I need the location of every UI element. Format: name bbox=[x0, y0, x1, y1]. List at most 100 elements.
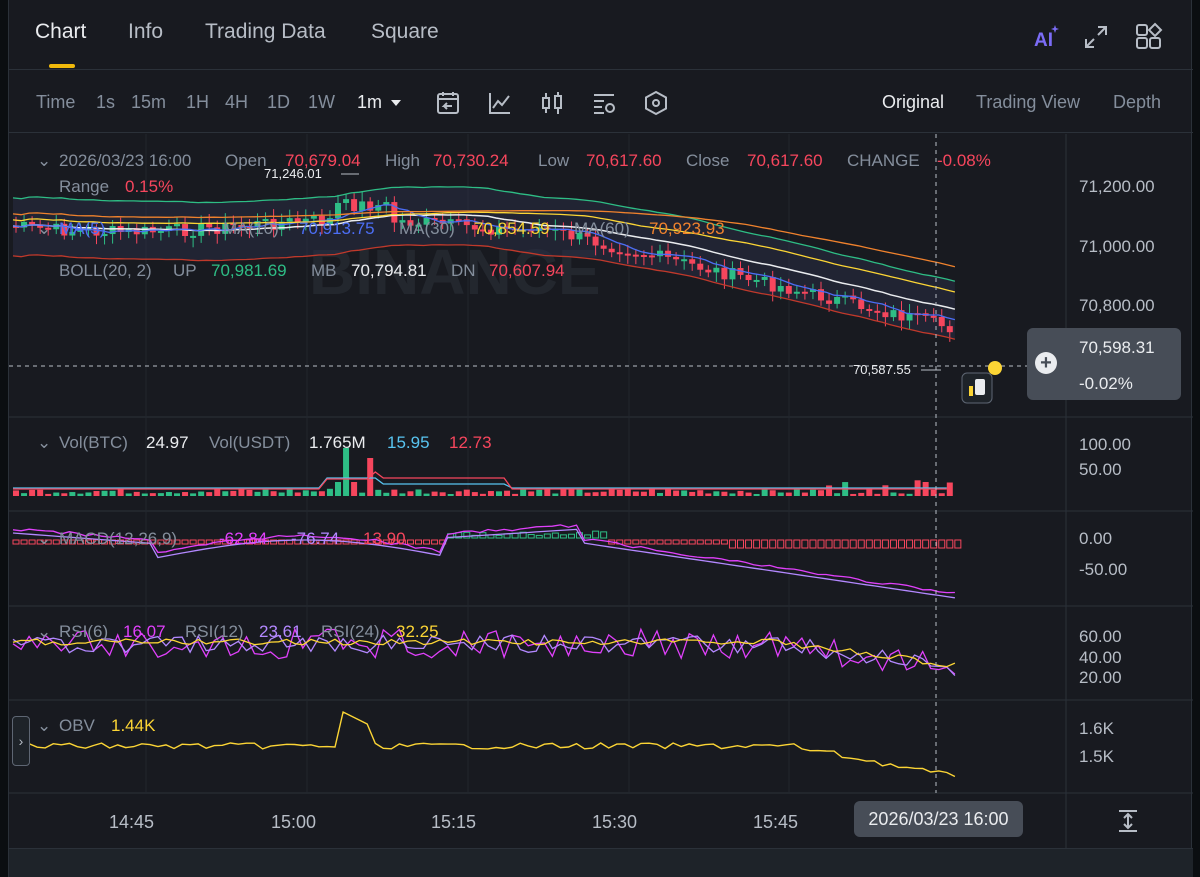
candle-body bbox=[640, 254, 647, 257]
volume-bar bbox=[890, 492, 897, 496]
candle-body bbox=[69, 231, 76, 236]
grid-apps-icon[interactable] bbox=[1133, 22, 1163, 52]
macd-histogram-bar bbox=[334, 539, 342, 545]
volume-bar bbox=[149, 493, 156, 496]
volume-bar bbox=[536, 489, 543, 496]
volume-bar bbox=[737, 490, 744, 496]
timeframe-time[interactable]: Time bbox=[36, 92, 76, 112]
macd-histogram-bar bbox=[712, 539, 720, 545]
svg-text:⌄: ⌄ bbox=[37, 716, 51, 735]
macd-histogram-bar bbox=[696, 539, 704, 545]
volume-bar bbox=[640, 491, 647, 496]
volume-bar bbox=[729, 493, 736, 496]
candle-body bbox=[415, 224, 422, 227]
volume-bar bbox=[431, 491, 438, 496]
candle-body bbox=[262, 218, 269, 222]
indicator-line-icon[interactable] bbox=[486, 89, 514, 117]
svg-text:⌄: ⌄ bbox=[37, 219, 51, 238]
macd-histogram-bar bbox=[567, 533, 575, 539]
volume-bar bbox=[487, 491, 494, 496]
macd-histogram-bar bbox=[898, 539, 905, 549]
candle-body bbox=[520, 229, 527, 232]
price-tick: 70,800.00 bbox=[1079, 296, 1155, 315]
vol-ma-line bbox=[13, 477, 947, 489]
candle-body bbox=[463, 219, 470, 226]
timeframe-1h[interactable]: 1H bbox=[186, 92, 210, 112]
chart-canvas[interactable]: BINANCE 71,246.01 70,587.55 ⌄ 2026/03/23… bbox=[9, 134, 1193, 848]
crosshair-date-label: 2026/03/23 16:00 bbox=[854, 801, 1023, 837]
volume-bar bbox=[745, 492, 752, 496]
view-original[interactable]: Original bbox=[882, 92, 945, 112]
volume-bar bbox=[343, 448, 350, 496]
volume-bar bbox=[359, 492, 366, 496]
macd-histogram-bar bbox=[495, 534, 503, 539]
tab-trading-data[interactable]: Trading Data bbox=[205, 20, 326, 43]
candle-body bbox=[109, 226, 116, 235]
macd-histogram-bar bbox=[664, 539, 672, 545]
rsi12-value: 23.61 bbox=[259, 622, 302, 641]
macd-value-3: 13.90 bbox=[363, 529, 406, 548]
volume-bar bbox=[407, 491, 414, 496]
view-trading-view[interactable]: Trading View bbox=[976, 92, 1081, 112]
macd-histogram-bar bbox=[60, 539, 68, 545]
volume-bar bbox=[665, 489, 672, 496]
boll-label: BOLL(20, 2) bbox=[59, 261, 152, 280]
macd-histogram-bar bbox=[431, 539, 439, 545]
volume-bar bbox=[528, 491, 535, 496]
candle-body bbox=[455, 219, 462, 222]
volume-bar bbox=[109, 490, 116, 496]
candle-body bbox=[576, 232, 583, 240]
macd-histogram-bar bbox=[922, 539, 930, 549]
ai-icon[interactable]: AI bbox=[1031, 22, 1061, 52]
time-tick: 15:45 bbox=[753, 812, 798, 832]
volume-bar bbox=[53, 492, 60, 496]
candle-body bbox=[858, 299, 865, 310]
timeframe-4h[interactable]: 4H bbox=[225, 92, 249, 112]
candle-body bbox=[632, 254, 639, 257]
obv-value: 1.44K bbox=[111, 716, 156, 735]
current-price-box[interactable]: + 70,598.31 -0.02% bbox=[1027, 328, 1181, 400]
close-value: 70,617.60 bbox=[747, 151, 823, 170]
volume-bar bbox=[769, 490, 776, 496]
obv-tick: 1.6K bbox=[1079, 719, 1115, 738]
time-tick: 15:15 bbox=[431, 812, 476, 832]
boll-mb-value: 70,794.81 bbox=[351, 261, 427, 280]
expand-icon[interactable] bbox=[1081, 22, 1111, 52]
volume-bar bbox=[560, 488, 567, 496]
ma60-label: MA(60) bbox=[574, 219, 630, 238]
ma30-line bbox=[12, 211, 956, 293]
timeframe-1s[interactable]: 1s bbox=[96, 92, 116, 112]
candle-type-icon[interactable] bbox=[538, 89, 566, 117]
candle-body bbox=[721, 267, 728, 280]
candle-body bbox=[335, 202, 341, 219]
volume-bar bbox=[608, 488, 615, 496]
candle-body bbox=[496, 226, 502, 235]
view-depth[interactable]: Depth bbox=[1113, 92, 1162, 112]
calendar-range-icon[interactable] bbox=[434, 89, 462, 117]
candle-body bbox=[616, 252, 623, 255]
macd-histogram-bar bbox=[543, 533, 551, 539]
tab-chart[interactable]: Chart bbox=[35, 20, 87, 43]
tab-info[interactable]: Info bbox=[128, 20, 164, 43]
ohlc-date: 2026/03/23 16:00 bbox=[59, 151, 191, 170]
timeframe-15m[interactable]: 15m bbox=[131, 92, 167, 112]
volume-bar bbox=[335, 482, 341, 496]
macd-histogram-bar bbox=[640, 539, 648, 545]
timeframe-1m-selected[interactable]: 1m bbox=[357, 92, 383, 112]
timeframe-1w[interactable]: 1W bbox=[308, 92, 335, 112]
add-alert-icon[interactable]: + bbox=[1035, 352, 1057, 374]
candle-body bbox=[785, 286, 792, 294]
macd-histogram-bar bbox=[753, 539, 761, 549]
vol-ma2-line bbox=[13, 471, 947, 490]
sidebar-toggle-chevron-icon[interactable]: › bbox=[12, 716, 30, 766]
volume-bar bbox=[230, 490, 237, 496]
candle-body bbox=[222, 222, 229, 234]
candle-body bbox=[359, 201, 366, 211]
candle-body bbox=[45, 227, 52, 230]
shape-tools-icon[interactable] bbox=[642, 89, 670, 117]
dropdown-caret-icon[interactable] bbox=[390, 98, 402, 108]
tab-square[interactable]: Square bbox=[371, 20, 439, 43]
timeframe-1d[interactable]: 1D bbox=[267, 92, 291, 112]
boll-up-label: UP bbox=[173, 261, 197, 280]
chart-settings-icon[interactable] bbox=[590, 89, 618, 117]
